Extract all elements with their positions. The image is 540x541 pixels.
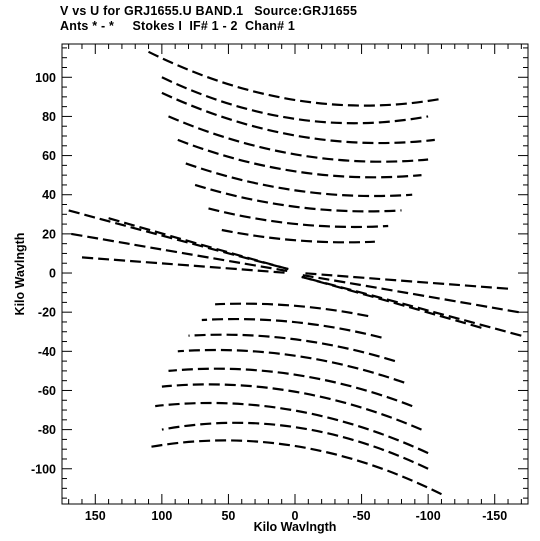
- uv-track: [301, 273, 519, 314]
- uv-track: [168, 367, 413, 408]
- uv-track: [148, 439, 442, 496]
- uv-track: [71, 232, 289, 273]
- x-tick-label: 0: [292, 509, 299, 523]
- uv-track: [194, 183, 402, 213]
- y-tick-label: 20: [42, 227, 56, 241]
- x-tick-label: 100: [151, 509, 172, 523]
- y-tick-label: 100: [35, 71, 56, 85]
- plot-subtitle: Ants * - * Stokes I IF# 1 - 2 Chan# 1: [60, 19, 296, 33]
- uv-track: [301, 271, 509, 290]
- x-tick-label: -50: [353, 509, 371, 523]
- uv-track: [177, 348, 405, 384]
- y-tick-label: 80: [42, 110, 56, 124]
- x-axis-title: Kilo Wavlngth: [254, 520, 337, 534]
- uv-track: [215, 302, 369, 318]
- y-tick-label: 0: [49, 267, 56, 281]
- plot-frame: [61, 43, 529, 505]
- uv-track: [81, 256, 289, 275]
- x-tick-label: -100: [416, 509, 441, 523]
- y-tick-label: -60: [38, 384, 56, 398]
- uv-track: [161, 91, 435, 145]
- uv-track: [161, 76, 429, 125]
- y-tick-label: 60: [42, 149, 56, 163]
- y-tick-label: -40: [38, 345, 56, 359]
- uv-track: [161, 421, 429, 470]
- uv-track: [177, 138, 422, 179]
- uv-track: [168, 115, 429, 163]
- y-tick-label: -80: [38, 423, 56, 437]
- uv-tracks: [68, 50, 522, 496]
- x-tick-label: 50: [221, 509, 235, 523]
- axis-ticks: [62, 44, 528, 504]
- y-tick-label: -100: [31, 462, 56, 476]
- y-tick-labels: 100 80 60 40 20 0 -20 -40 -60 -80 -100: [31, 71, 56, 476]
- x-tick-labels: 150 100 50 0 -50 -100 -150: [85, 509, 507, 523]
- y-axis-title: Kilo Wavlngth: [13, 233, 27, 316]
- uv-track: [108, 217, 289, 271]
- y-tick-label: 40: [42, 188, 56, 202]
- uv-track: [188, 333, 396, 363]
- uv-track: [155, 401, 429, 455]
- y-tick-label: -20: [38, 306, 56, 320]
- uv-track: [221, 228, 375, 244]
- uv-track: [201, 317, 382, 339]
- uv-track: [161, 383, 422, 431]
- x-tick-label: 150: [85, 509, 106, 523]
- x-tick-label: -150: [482, 509, 507, 523]
- uv-track: [148, 50, 442, 107]
- uv-track: [208, 207, 389, 229]
- uv-track: [301, 275, 482, 329]
- uv-track: [68, 209, 289, 271]
- uv-track: [185, 162, 413, 198]
- uv-track: [301, 275, 522, 337]
- plot-title: V vs U for GRJ1655.U BAND.1 Source:GRJ16…: [60, 4, 358, 18]
